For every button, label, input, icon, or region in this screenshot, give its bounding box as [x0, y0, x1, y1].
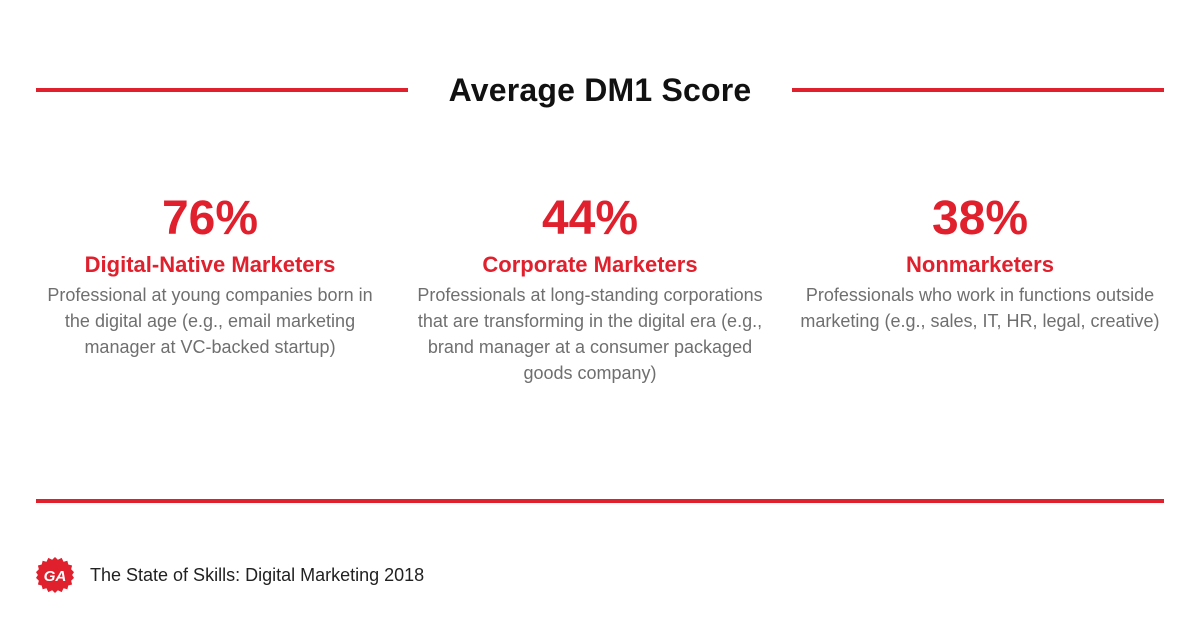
page-title: Average DM1 Score: [448, 72, 752, 108]
header-rule-left: [36, 88, 408, 92]
stat-description: Professional at young companies born in …: [47, 285, 373, 357]
ga-logo-icon: GA: [36, 556, 74, 594]
stat-percent: 38%: [931, 192, 1029, 245]
source-caption: The State of Skills: Digital Marketing 2…: [90, 564, 425, 585]
stat-description: Professionals who work in functions outs…: [800, 285, 1160, 331]
stat-card-corporate: 44% Corporate Marketers Professionals at…: [410, 190, 770, 386]
stat-card-digital-native: 76% Digital-Native Marketers Professiona…: [40, 190, 380, 360]
stat-label: Nonmarketers: [906, 252, 1054, 277]
stat-card-nonmarketers: 38% Nonmarketers Professionals who work …: [800, 190, 1160, 334]
stat-percent: 44%: [541, 192, 639, 245]
stat-description: Professionals at long-standing corporati…: [417, 285, 763, 383]
footer-rule: [36, 499, 1164, 503]
footer: GA The State of Skills: Digital Marketin…: [36, 556, 424, 594]
header-rule-right: [792, 88, 1164, 92]
stat-label: Corporate Marketers: [482, 252, 698, 277]
stat-label: Digital-Native Marketers: [84, 252, 336, 277]
logo-text: GA: [44, 568, 67, 585]
stat-percent: 76%: [161, 192, 259, 245]
